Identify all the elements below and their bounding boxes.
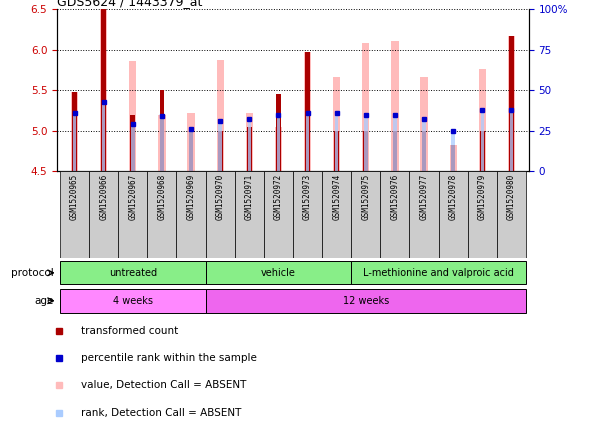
Text: GSM1520972: GSM1520972 [274,174,283,220]
Bar [218,121,222,171]
Bar [71,92,78,171]
Bar [420,77,428,171]
Bar [218,131,222,171]
Text: GSM1520968: GSM1520968 [157,174,166,220]
Bar [131,124,135,171]
Bar [147,171,177,258]
Bar [451,146,456,171]
Text: GSM1520971: GSM1520971 [245,174,254,220]
Text: value, Detection Call = ABSENT: value, Detection Call = ABSENT [81,380,246,390]
Bar [351,261,526,284]
Bar [246,113,253,171]
Bar [206,171,235,258]
Text: vehicle: vehicle [261,268,296,278]
Bar [160,116,163,171]
Bar [102,9,106,171]
Text: L-methionine and valproic acid: L-methionine and valproic acid [363,268,514,278]
Bar [392,131,397,171]
Bar [391,41,398,171]
Text: 12 weeks: 12 weeks [343,296,389,306]
Text: GSM1520969: GSM1520969 [186,174,195,220]
Bar [481,110,484,171]
Text: rank, Detection Call = ABSENT: rank, Detection Call = ABSENT [81,407,242,418]
Bar [478,69,486,171]
Bar [510,110,513,171]
Bar [497,171,526,258]
Bar [118,171,147,258]
Bar [216,60,224,171]
Bar [73,113,76,171]
Text: GSM1520980: GSM1520980 [507,174,516,220]
Bar [393,115,397,171]
Bar [129,61,136,171]
Text: GSM1520978: GSM1520978 [449,174,457,220]
Bar [276,115,280,171]
Bar [362,43,370,171]
Bar [206,289,526,313]
Bar [304,52,311,171]
Bar [248,119,251,171]
Bar [264,171,293,258]
Bar [305,52,310,171]
Bar [189,131,194,171]
Bar [422,131,426,171]
Text: GSM1520970: GSM1520970 [216,174,225,220]
Bar [451,131,455,171]
Text: GSM1520967: GSM1520967 [129,174,137,220]
Text: age: age [35,296,54,306]
Bar [306,113,310,171]
Bar [423,119,426,171]
Bar [158,115,166,171]
Text: GSM1520973: GSM1520973 [303,174,312,220]
Bar [334,131,339,171]
Bar [189,129,193,171]
Bar [450,146,457,171]
Bar [508,36,515,171]
Text: GSM1520965: GSM1520965 [70,174,79,220]
Bar [247,127,252,171]
Bar [380,171,409,258]
Bar [468,171,497,258]
Text: GDS5624 / 1443379_at: GDS5624 / 1443379_at [57,0,203,8]
Bar [364,131,368,171]
Bar [72,92,77,171]
Bar [100,9,108,171]
Bar [60,261,206,284]
Bar [206,261,351,284]
Bar [160,91,164,171]
Bar [60,171,89,258]
Text: untreated: untreated [109,268,157,278]
Bar [509,36,514,171]
Text: protocol: protocol [11,268,54,278]
Bar [333,77,340,171]
Text: transformed count: transformed count [81,326,178,336]
Bar [102,102,105,171]
Text: GSM1520976: GSM1520976 [391,174,400,220]
Bar [480,131,484,171]
Bar [89,171,118,258]
Bar [293,171,322,258]
Bar [60,289,206,313]
Text: 4 weeks: 4 weeks [113,296,153,306]
Text: GSM1520966: GSM1520966 [99,174,108,220]
Bar [275,127,282,171]
Text: percentile rank within the sample: percentile rank within the sample [81,353,257,363]
Text: GSM1520977: GSM1520977 [419,174,429,220]
Bar [235,171,264,258]
Bar [177,171,206,258]
Text: GSM1520974: GSM1520974 [332,174,341,220]
Bar [276,94,281,171]
Text: GSM1520975: GSM1520975 [361,174,370,220]
Bar [409,171,439,258]
Bar [364,115,368,171]
Bar [188,113,195,171]
Bar [439,171,468,258]
Text: GSM1520979: GSM1520979 [478,174,487,220]
Bar [351,171,380,258]
Bar [130,115,135,171]
Bar [322,171,351,258]
Bar [335,113,338,171]
